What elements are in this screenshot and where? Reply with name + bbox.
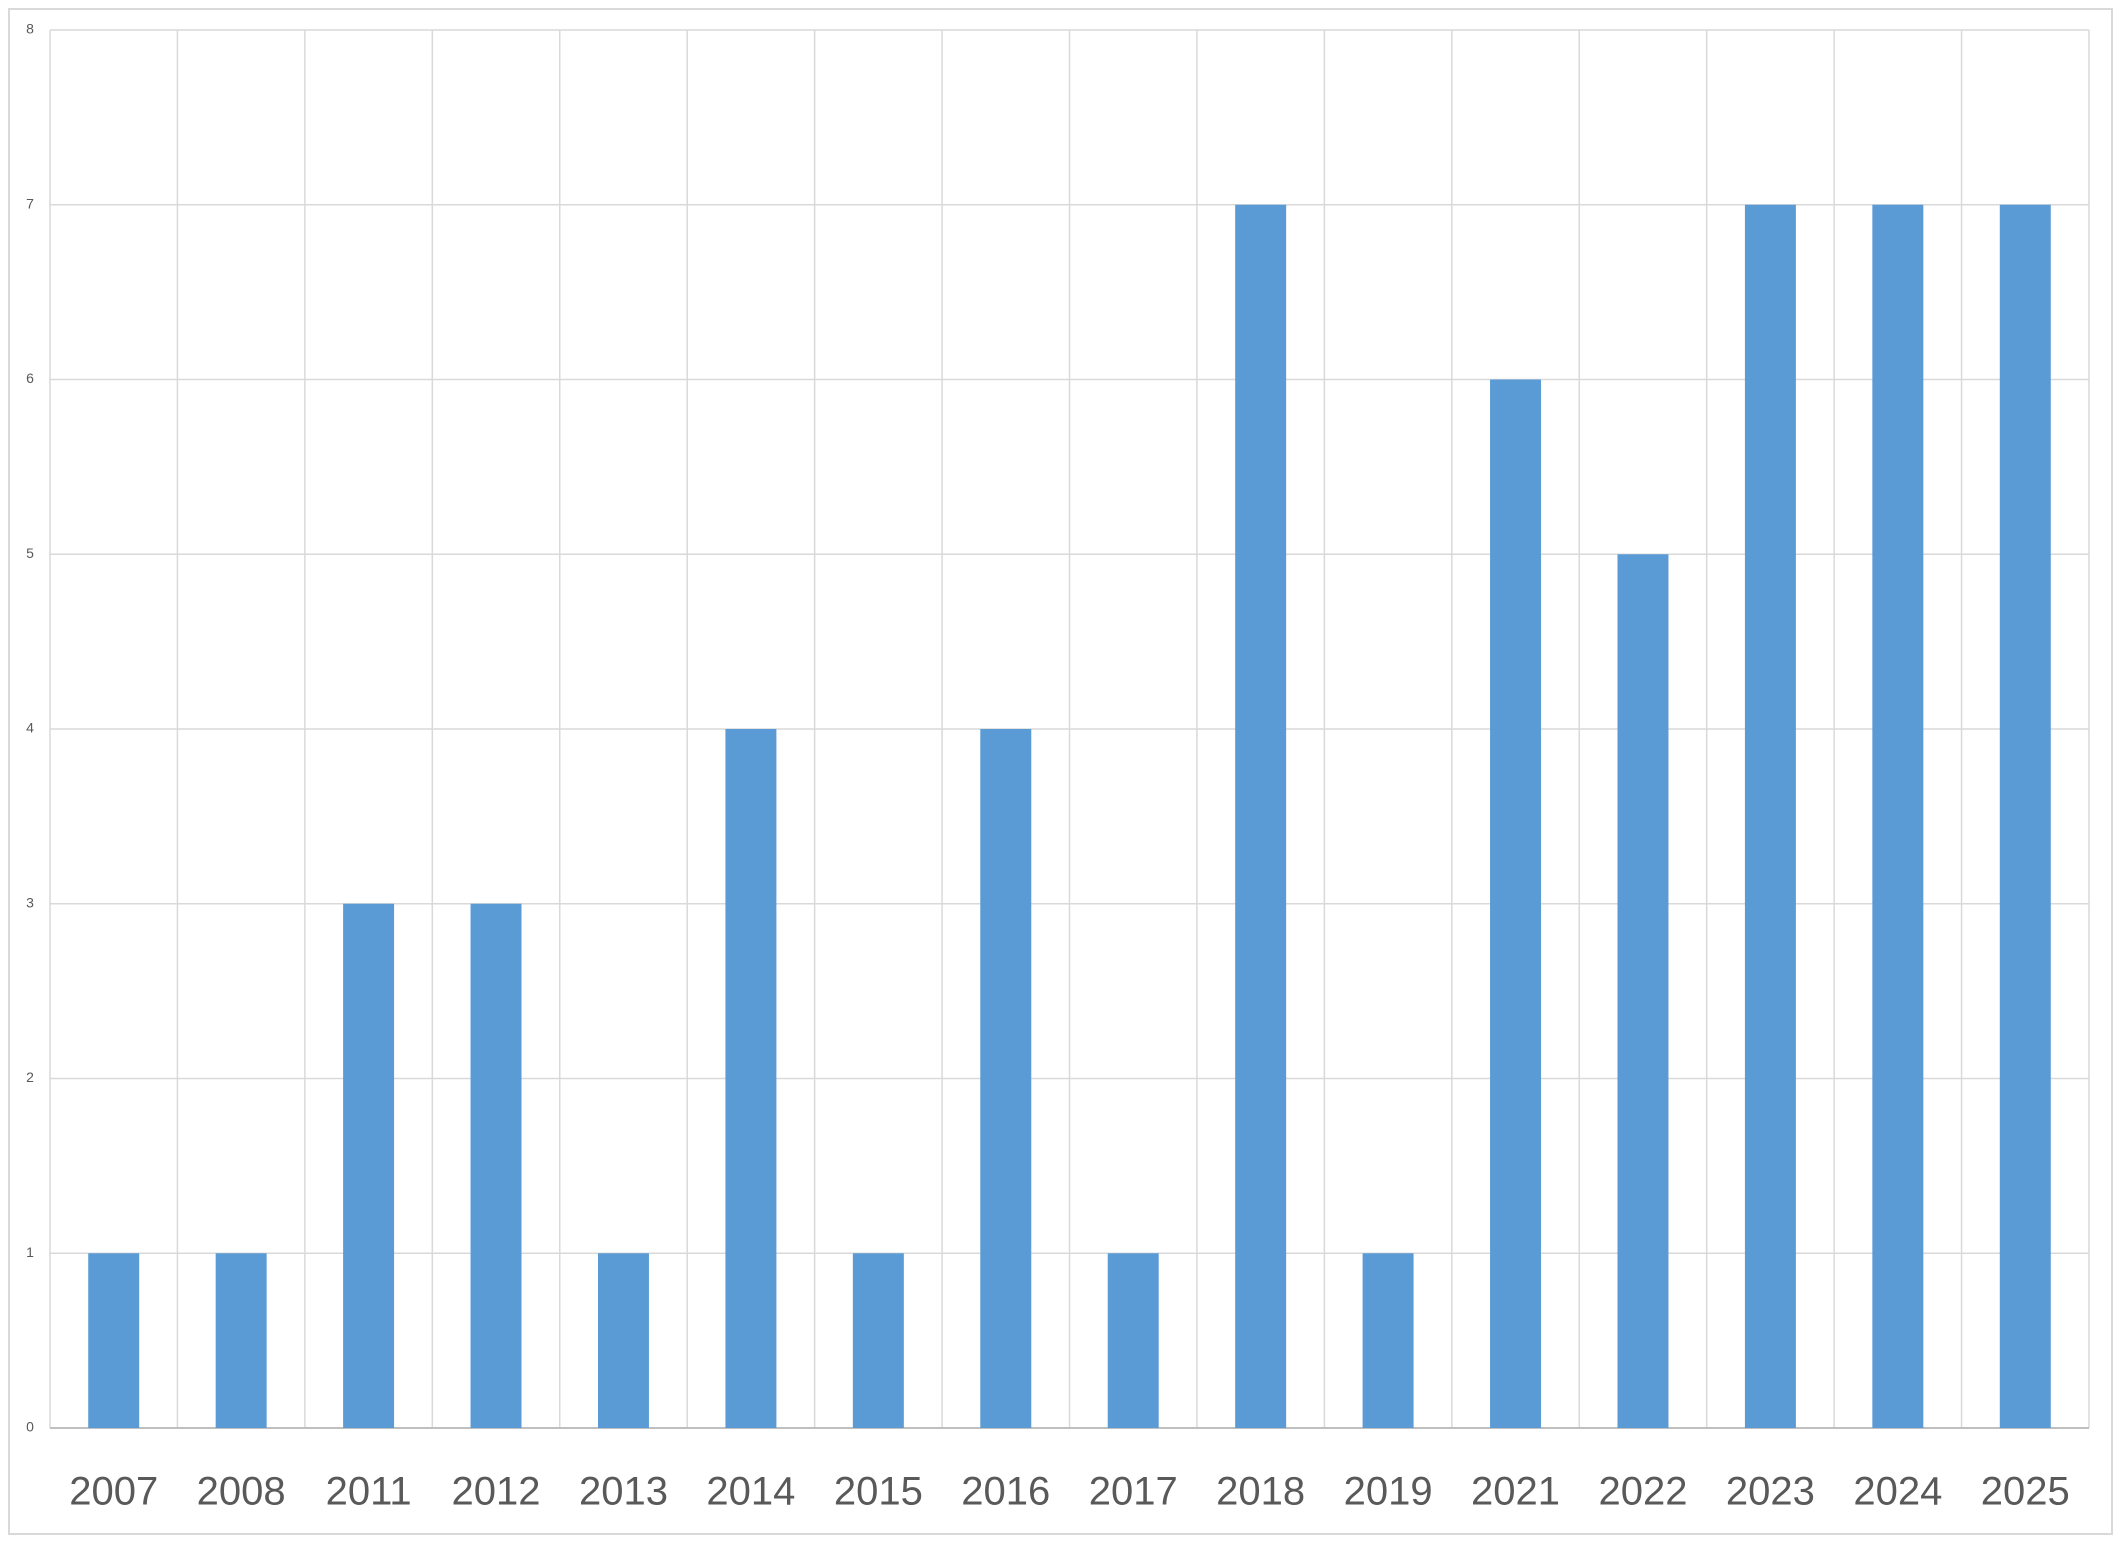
y-tick-label: 2 [26, 1069, 34, 1085]
x-tick-label: 2023 [1726, 1470, 1815, 1514]
y-tick-label: 4 [26, 720, 34, 736]
bar [1999, 204, 2051, 1428]
bar [1107, 1253, 1159, 1428]
bar [215, 1253, 267, 1428]
x-tick-label: 2021 [1471, 1470, 1560, 1514]
y-tick-label: 0 [26, 1419, 34, 1435]
bar [343, 903, 395, 1428]
y-tick-label: 6 [26, 370, 34, 386]
y-tick-label: 7 [26, 195, 34, 211]
bar [980, 729, 1032, 1428]
x-tick-label: 2025 [1981, 1470, 2070, 1514]
bar [1872, 204, 1924, 1428]
y-tick-label: 8 [26, 21, 34, 37]
x-tick-label: 2008 [197, 1470, 286, 1514]
y-tick-label: 1 [26, 1244, 34, 1260]
x-tick-label: 2011 [326, 1470, 412, 1514]
bar [1744, 204, 1796, 1428]
bar [1617, 554, 1669, 1428]
x-tick-label: 2007 [69, 1470, 158, 1514]
bar [725, 729, 777, 1428]
x-tick-label: 2012 [452, 1470, 541, 1514]
x-tick-label: 2018 [1216, 1470, 1305, 1514]
x-tick-label: 2024 [1853, 1470, 1942, 1514]
y-tick-label: 3 [26, 894, 34, 910]
x-tick-label: 2014 [706, 1470, 795, 1514]
bar [470, 903, 522, 1428]
bar [1490, 379, 1542, 1428]
chart-border [8, 8, 2113, 1535]
bar [88, 1253, 140, 1428]
x-tick-label: 2013 [579, 1470, 668, 1514]
y-tick-label: 5 [26, 545, 34, 561]
x-tick-label: 2017 [1089, 1470, 1178, 1514]
bar [1362, 1253, 1414, 1428]
x-tick-label: 2016 [961, 1470, 1050, 1514]
x-tick-label: 2022 [1598, 1470, 1687, 1514]
bar [597, 1253, 649, 1428]
bar [852, 1253, 904, 1428]
x-tick-label: 2019 [1344, 1470, 1433, 1514]
x-tick-label: 2015 [834, 1470, 923, 1514]
bar [1235, 204, 1287, 1428]
